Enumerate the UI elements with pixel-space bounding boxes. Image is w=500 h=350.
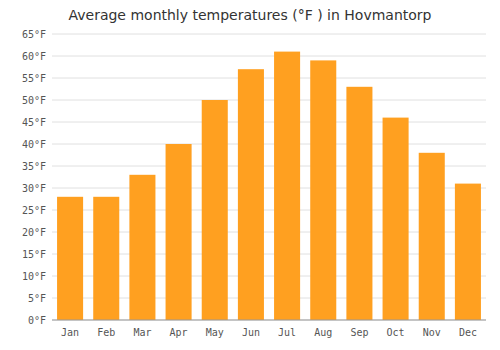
y-tick-label: 10°F [22,271,46,282]
x-tick-label: Dec [459,327,477,338]
x-tick-label: Nov [423,327,441,338]
bar [129,175,155,320]
y-tick-label: 30°F [22,183,46,194]
bar [238,69,264,320]
y-tick-label: 45°F [22,117,46,128]
grid-line [52,100,486,101]
y-tick-label: 35°F [22,161,46,172]
bar [455,184,481,320]
y-tick-label: 15°F [22,249,46,260]
y-tick-label: 50°F [22,95,46,106]
grid-line [52,122,486,123]
y-tick-label: 65°F [22,29,46,40]
x-tick-label: Jun [242,327,260,338]
bar [383,118,409,320]
y-tick-label: 5°F [28,293,46,304]
grid-line [52,56,486,57]
x-tick-label: Apr [170,327,188,338]
bar [166,144,192,320]
chart-container: Average monthly temperatures (°F ) in Ho… [0,0,500,350]
y-tick-label: 60°F [22,51,46,62]
x-tick-label: Jul [278,327,296,338]
grid-line [52,78,486,79]
bar [202,100,228,320]
x-tick-label: May [206,327,224,338]
chart-svg: Average monthly temperatures (°F ) in Ho… [0,0,500,350]
x-tick-label: Feb [97,327,115,338]
bars [57,52,481,320]
bar [419,153,445,320]
y-tick-label: 20°F [22,227,46,238]
title: Average monthly temperatures (°F ) in Ho… [68,7,431,23]
x-tick-label: Oct [387,327,405,338]
y-tick-label: 40°F [22,139,46,150]
x-axis: Jan Feb Mar Apr May Jun Jul Aug Sep Oct Nov Dec [61,327,477,338]
bar [274,52,300,320]
x-tick-label: Jan [61,327,79,338]
y-axis: 0°F 5°F 10°F 15°F 20°F 25°F 30°F 35°F 40°F 45°F 50… [22,29,486,326]
grid-line [52,144,486,145]
bar [57,197,83,320]
x-tick-label: Sep [350,327,368,338]
bar [93,197,119,320]
x-tick-label: Mar [133,327,151,338]
x-axis-line [52,320,486,321]
bar [310,60,336,320]
x-tick-label: Aug [314,327,332,338]
grid-line [52,320,486,321]
bar [346,87,372,320]
y-tick-label: 25°F [22,205,46,216]
y-tick-label: 55°F [22,73,46,84]
y-tick-label: 0°F [28,315,46,326]
grid-line [52,34,486,35]
